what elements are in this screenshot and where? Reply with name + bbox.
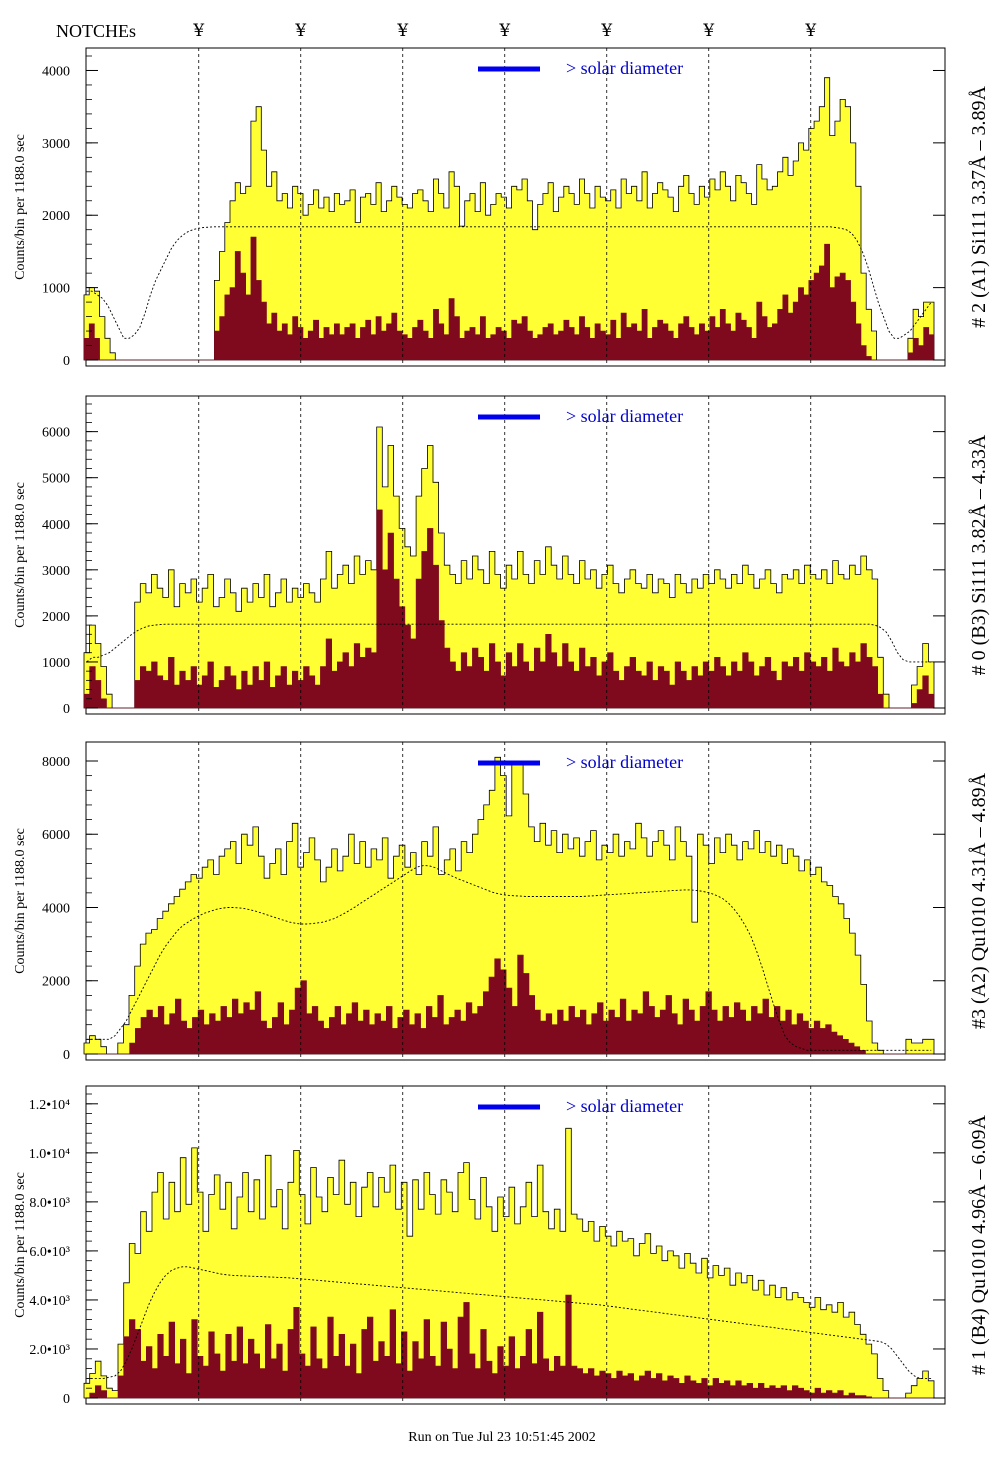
y-axis-label: Counts/bin per 1188.0 sec — [13, 828, 28, 974]
y-tick-label: 3000 — [42, 564, 70, 579]
panel-0: 0 1000 2000 3000 4000 Counts/bin per 1188.0 s… — [13, 47, 990, 369]
solar-diameter-label: > solar diameter — [566, 58, 683, 78]
y-tick-label: 8.0•10³ — [29, 1196, 70, 1211]
y-axis-label: Counts/bin per 1188.0 sec — [13, 1172, 28, 1318]
run-timestamp: Run on Tue Jul 23 10:51:45 2002 — [408, 1430, 596, 1445]
solar-diameter-label: > solar diameter — [566, 1096, 683, 1116]
y-tick-label: 4000 — [42, 64, 70, 79]
y-tick-label: 8000 — [42, 755, 70, 770]
notch-symbol: ¥ — [498, 21, 510, 41]
y-tick-label: 3000 — [42, 137, 70, 152]
notch-symbol: ¥ — [294, 21, 306, 41]
channel-label: # 2 (A1) Si111 3.37Å – 3.89Å — [968, 86, 990, 328]
solar-diameter-label: > solar diameter — [566, 406, 683, 426]
series-low-counts — [83, 509, 935, 709]
channel-label: # 1 (B4) Qu1010 4.96Å – 6.09Å — [968, 1114, 990, 1375]
series-average — [86, 623, 932, 663]
y-tick-label: 6000 — [42, 828, 70, 843]
y-tick-label: 4.0•10³ — [29, 1294, 70, 1309]
y-tick-label: 4000 — [42, 518, 70, 533]
y-tick-label: 2000 — [42, 975, 70, 990]
channel-label: #3 (A2) Qu1010 4.31Å – 4.89Å — [968, 772, 990, 1029]
y-tick-label: 5000 — [42, 472, 70, 487]
y-tick-label: 1.2•10⁴ — [29, 1098, 70, 1113]
y-tick-label: 0 — [63, 702, 70, 717]
y-tick-label: 2000 — [42, 610, 70, 625]
y-tick-label: 1000 — [42, 656, 70, 671]
panels: 0 1000 2000 3000 4000 Counts/bin per 1188.0 s… — [13, 47, 990, 1407]
y-tick-label: 0 — [63, 1392, 70, 1407]
notch-header: NOTCHEs ¥ ¥ ¥ ¥ ¥ ¥ ¥ — [56, 21, 816, 41]
notch-symbol: ¥ — [396, 21, 408, 41]
y-tick-label: 0 — [63, 1048, 70, 1063]
y-tick-label: 6.0•10³ — [29, 1245, 70, 1260]
series-total-counts — [83, 756, 935, 1055]
notch-symbol: ¥ — [192, 21, 204, 41]
series-average — [86, 864, 932, 1051]
panel-3: 0 2.0•10³ 4.0•10³ 6.0•10³ 8.0•10³ 1.0•10⁴ 1.2•… — [13, 1085, 990, 1407]
series-total-counts — [83, 77, 935, 361]
y-tick-label: 6000 — [42, 426, 70, 441]
series-low-counts — [84, 1294, 934, 1399]
y-axis-label: Counts/bin per 1188.0 sec — [13, 482, 28, 628]
solar-diameter-label: > solar diameter — [566, 752, 683, 772]
series-low-counts — [84, 954, 934, 1055]
notch-symbol: ¥ — [600, 21, 612, 41]
notches-label: NOTCHEs — [56, 21, 136, 41]
y-tick-label: 4000 — [42, 901, 70, 916]
y-axis-label: Counts/bin per 1188.0 sec — [13, 134, 28, 280]
notch-symbol: ¥ — [804, 21, 816, 41]
y-tick-label: 0 — [63, 354, 70, 369]
series-average — [86, 1266, 932, 1379]
notch-symbol: ¥ — [702, 21, 714, 41]
panel-1: 0 1000 2000 3000 4000 5000 6000 Counts/bin per … — [13, 395, 990, 717]
y-tick-label: 2000 — [42, 209, 70, 224]
channel-label: # 0 (B3) Si111 3.82Å – 4.33Å — [968, 434, 990, 675]
y-tick-label: 1.0•10⁴ — [29, 1147, 70, 1162]
notch-symbols: ¥ ¥ ¥ ¥ ¥ ¥ ¥ — [192, 21, 816, 41]
panel-2: 0 2000 4000 6000 8000 Counts/bin per 1188.0 s… — [13, 741, 990, 1063]
y-tick-label: 2.0•10³ — [29, 1343, 70, 1358]
y-tick-label: 1000 — [42, 282, 70, 297]
series-low-counts — [83, 236, 935, 361]
series-total-counts — [83, 426, 935, 709]
series-average — [86, 226, 932, 339]
